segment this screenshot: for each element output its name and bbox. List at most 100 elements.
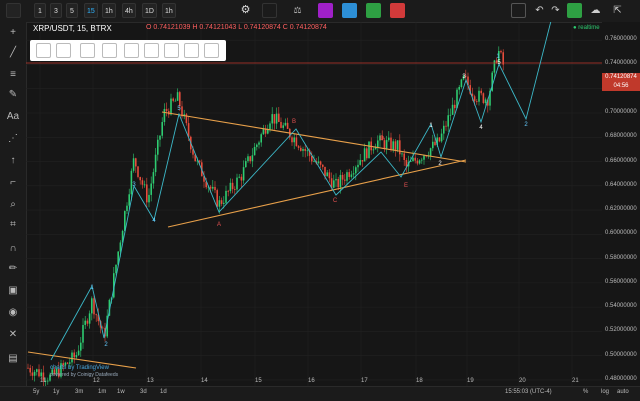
pencil-lock-icon[interactable]: ✏	[8, 263, 18, 274]
candle-body	[262, 128, 265, 135]
range-button-5y[interactable]: 5y	[33, 389, 40, 395]
text-tool-icon[interactable]: Aa	[6, 111, 20, 122]
scale-option-log[interactable]: log	[601, 389, 610, 395]
candle-body	[86, 320, 89, 324]
trendline-tool-icon[interactable]: ╱	[9, 47, 17, 58]
candle-body	[172, 98, 174, 101]
watermark-line1[interactable]: charts by TradingView	[50, 365, 109, 371]
time-tick-label: 12	[93, 378, 100, 384]
candle-body	[75, 355, 78, 358]
candle-body	[352, 173, 355, 175]
pattern2-icon[interactable]	[102, 43, 117, 58]
trash-icon[interactable]: ✕	[8, 329, 18, 340]
cube-icon[interactable]	[318, 3, 333, 18]
lock-icon[interactable]: ▣	[8, 285, 18, 296]
current-price-label: 0.74120874	[602, 73, 640, 82]
interval-button-1h[interactable]: 1h	[162, 3, 176, 18]
candle-body	[209, 186, 212, 189]
candle-body	[185, 114, 188, 124]
candle-body	[418, 160, 421, 164]
candle-body	[432, 141, 434, 149]
interval-button-1h[interactable]: 1h	[102, 3, 116, 18]
wave-label-A: A	[217, 222, 221, 228]
indicators-icon[interactable]	[262, 3, 277, 18]
interval-button-5[interactable]: 5	[66, 3, 78, 18]
price-tick-label: 0.48000000	[605, 375, 637, 382]
undo-icon[interactable]: ↶	[535, 5, 544, 16]
eye-icon[interactable]: ◉	[8, 307, 18, 318]
range-button-3d[interactable]: 3d	[140, 389, 147, 395]
candle-body	[256, 144, 258, 147]
chat-icon[interactable]	[366, 3, 381, 18]
candle-body	[436, 137, 438, 146]
megaphone-icon[interactable]	[342, 3, 357, 18]
candle-body	[165, 108, 168, 112]
candle-body	[225, 190, 227, 203]
arrow-tool-icon[interactable]: ↑	[10, 155, 16, 166]
popout-icon[interactable]: ⇱	[613, 5, 622, 16]
candle-body	[242, 167, 245, 181]
menu-icon[interactable]	[6, 3, 21, 18]
candle-body	[137, 166, 139, 177]
scale-option-%[interactable]: %	[583, 389, 589, 395]
candle-body	[40, 372, 42, 377]
candle-body	[473, 96, 476, 102]
candle-body	[69, 362, 71, 364]
crosshair-icon[interactable]: +	[10, 27, 16, 38]
cloud-icon[interactable]: ☁	[590, 5, 601, 16]
pattern-icon[interactable]	[80, 43, 95, 58]
price-tick-label: 0.70000000	[605, 109, 637, 115]
lines-icon[interactable]	[56, 43, 71, 58]
pitchfork-tool-icon[interactable]: ≡	[10, 69, 16, 80]
gear-icon[interactable]: ⚙	[240, 4, 251, 16]
range-button-1m[interactable]: 1m	[98, 389, 107, 395]
candle-body	[176, 92, 179, 101]
time-tick-label: 20	[519, 378, 526, 384]
interval-button-15[interactable]: 15	[84, 3, 98, 18]
clock-label: 15:55:03 (UTC-4)	[505, 389, 552, 395]
camera-icon[interactable]	[567, 3, 582, 18]
interval-button-3[interactable]: 3	[50, 3, 62, 18]
extended-icon[interactable]	[204, 43, 219, 58]
rect-icon[interactable]	[124, 43, 139, 58]
candle-body	[267, 129, 269, 134]
candle-body	[130, 170, 133, 195]
range-button-3m[interactable]: 3m	[75, 389, 84, 395]
brush-tool-icon[interactable]: ✎	[8, 89, 18, 100]
style-icon[interactable]	[36, 43, 51, 58]
candle-body	[462, 75, 465, 80]
zoom-icon[interactable]: ⌕	[10, 199, 16, 210]
candle-body	[368, 141, 370, 159]
ray-icon[interactable]	[184, 43, 199, 58]
interval-button-1[interactable]: 1	[34, 3, 46, 18]
power-icon[interactable]	[390, 3, 405, 18]
interval-button-1D[interactable]: 1D	[142, 3, 157, 18]
compare-icon[interactable]: ⚖	[293, 5, 302, 15]
candle-body	[58, 368, 60, 377]
interval-button-4h[interactable]: 4h	[122, 3, 136, 18]
candle-body	[355, 167, 357, 174]
candle-body	[31, 372, 34, 376]
candle-body	[97, 314, 100, 322]
symbol-title[interactable]: XRP/USDT, 15, BTRX	[33, 24, 112, 33]
scale-option-auto[interactable]: auto	[617, 389, 629, 395]
delete-icon[interactable]: ▤	[8, 353, 18, 364]
candle-body	[143, 184, 146, 186]
fullscreen-icon[interactable]	[511, 3, 526, 18]
time-tick-label: 18	[416, 378, 423, 384]
triangle-icon[interactable]	[144, 43, 159, 58]
hline-icon[interactable]	[164, 43, 179, 58]
ohlc-values: O 0.74121039 H 0.74121043 L 0.74120874 C…	[146, 24, 327, 31]
redo-icon[interactable]: ↷	[551, 5, 560, 16]
measure-icon[interactable]: ⌗	[10, 219, 16, 230]
range-button-1d[interactable]: 1d	[160, 389, 167, 395]
magnet-icon[interactable]: ∩	[9, 243, 17, 254]
candle-body	[377, 140, 379, 148]
range-button-1w[interactable]: 1w	[117, 389, 125, 395]
pattern-tool-icon[interactable]: ⋰	[8, 133, 18, 144]
candle-body	[42, 372, 45, 381]
ruler-icon[interactable]: ⌐	[10, 177, 16, 188]
range-button-1y[interactable]: 1y	[53, 389, 60, 395]
elliott-wave-line	[50, 22, 552, 361]
